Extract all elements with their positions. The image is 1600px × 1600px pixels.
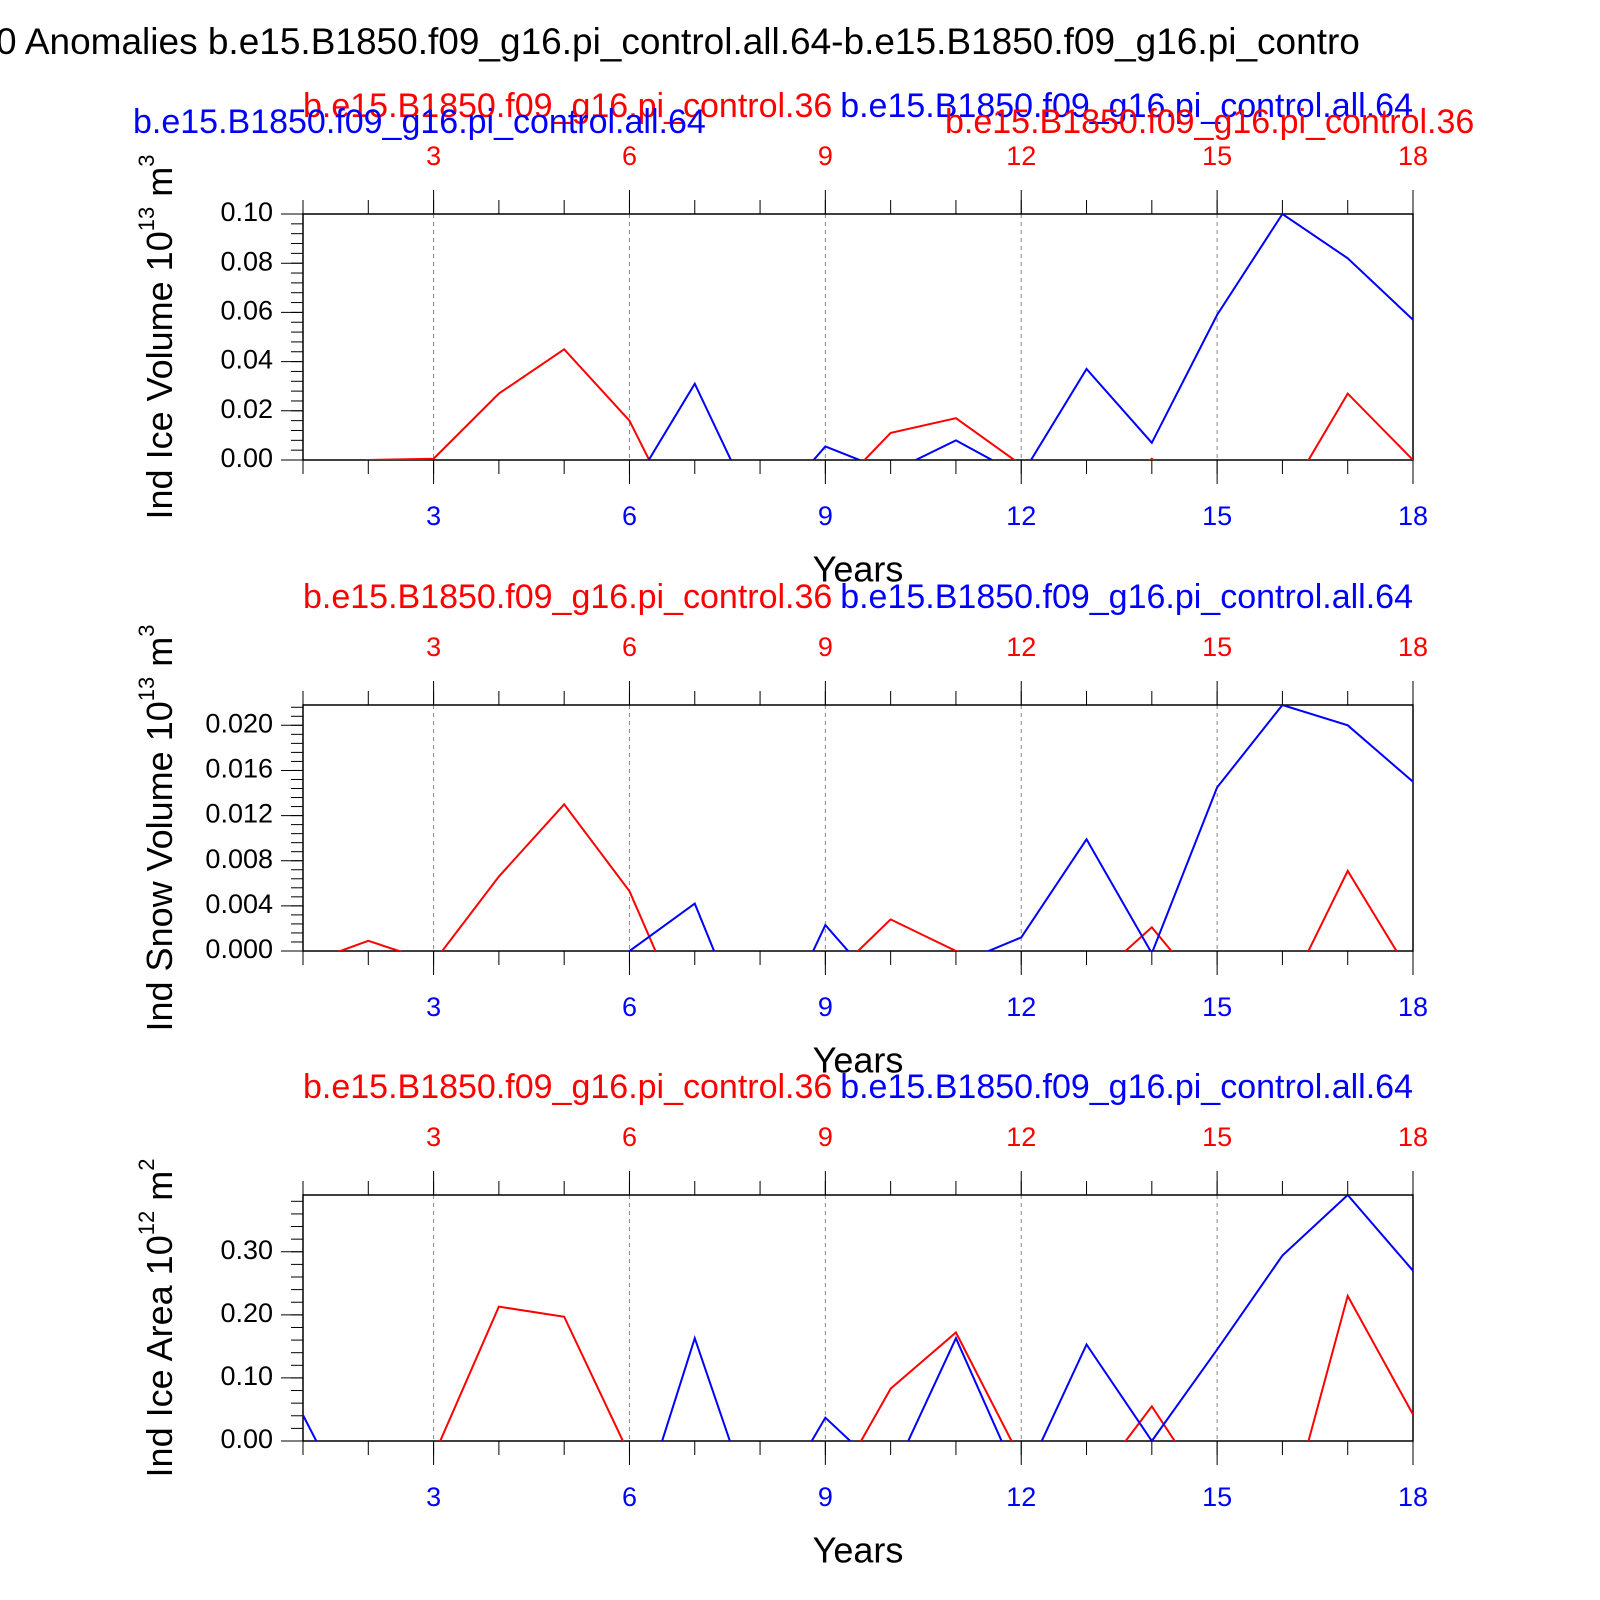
y-label-exp: 13 <box>134 677 159 701</box>
y-label-unit-exp: 2 <box>134 1159 159 1171</box>
series-line <box>365 347 1413 460</box>
y-tick-label: 0.02 <box>220 394 273 424</box>
figure-title: 0 Anomalies b.e15.B1850.f09_g16.pi_contr… <box>0 21 1360 62</box>
x-tick-label-top: 3 <box>426 632 441 662</box>
x-tick-label: 9 <box>818 501 833 531</box>
series-line <box>627 705 1413 951</box>
x-tick-label: 15 <box>1202 501 1232 531</box>
y-label-text: Ind Ice Area 10 <box>139 1235 180 1477</box>
x-tick-label-top: 12 <box>1006 1122 1036 1152</box>
x-tick-label-top: 3 <box>426 141 441 171</box>
x-tick-label-top: 15 <box>1202 632 1232 662</box>
series-label: b.e15.B1850.f09_g16.pi_control.36 <box>303 87 832 125</box>
y-label-unit: m <box>139 167 180 197</box>
x-tick-label: 6 <box>622 1482 637 1512</box>
x-tick-label-top: 6 <box>622 1122 637 1152</box>
y-tick-label: 0.20 <box>220 1298 273 1328</box>
x-tick-label-top: 18 <box>1398 141 1428 171</box>
x-tick-label-top: 18 <box>1398 1122 1428 1152</box>
y-label-exp: 12 <box>134 1211 159 1235</box>
y-tick-label: 0.004 <box>205 889 273 919</box>
y-label-text: Ind Snow Volume 10 <box>139 701 180 1031</box>
x-tick-label: 18 <box>1398 1482 1428 1512</box>
y-tick-label: 0.00 <box>220 1424 273 1454</box>
x-tick-label: 6 <box>622 501 637 531</box>
series-label: b.e15.B1850.f09_g16.pi_control.36 <box>303 578 832 616</box>
x-tick-label: 3 <box>426 501 441 531</box>
x-tick-label: 18 <box>1398 501 1428 531</box>
x-tick-label: 15 <box>1202 992 1232 1022</box>
x-tick-label-top: 3 <box>426 1122 441 1152</box>
y-label-unit: m <box>139 637 180 667</box>
series-label: b.e15.B1850.f09_g16.pi_control.all.64 <box>840 578 1413 616</box>
x-tick-label-top: 9 <box>818 1122 833 1152</box>
y-tick-label: 0.008 <box>205 844 273 874</box>
x-tick-label: 3 <box>426 992 441 1022</box>
x-tick-label-top: 12 <box>1006 141 1036 171</box>
y-label-exp: 13 <box>134 207 159 231</box>
y-tick-label: 0.012 <box>205 799 273 829</box>
x-tick-label: 12 <box>1006 501 1036 531</box>
x-tick-label-top: 6 <box>622 141 637 171</box>
plot-frame <box>302 1194 1414 1442</box>
x-axis-label: Years <box>813 1040 904 1081</box>
series-line <box>337 802 1398 951</box>
series-label: b.e15.B1850.f09_g16.pi_control.all.64 <box>840 1068 1413 1106</box>
series-label: b.e15.B1850.f09_g16.pi_control.all.64 <box>133 103 706 141</box>
series-line <box>647 214 1413 460</box>
x-tick-label-top: 15 <box>1202 141 1232 171</box>
y-tick-label: 0.10 <box>220 1361 273 1391</box>
y-axis-label: Ind Snow Volume 1013 m3 <box>134 625 180 1032</box>
x-axis-label: Years <box>813 549 904 590</box>
x-tick-label-top: 9 <box>818 632 833 662</box>
series-label: b.e15.B1850.f09_g16.pi_control.36 <box>303 1068 832 1106</box>
y-tick-label: 0.016 <box>205 754 273 784</box>
y-label-unit: m <box>139 1171 180 1201</box>
y-tick-label: 0.30 <box>220 1235 273 1265</box>
x-tick-label-top: 18 <box>1398 632 1428 662</box>
y-axis-label: Ind Ice Area 1012 m2 <box>134 1159 180 1478</box>
series-line <box>439 1293 1413 1441</box>
x-tick-label-top: 6 <box>622 632 637 662</box>
x-tick-label: 3 <box>426 1482 441 1512</box>
y-tick-label: 0.10 <box>220 197 273 227</box>
x-tick-label-top: 9 <box>818 141 833 171</box>
x-tick-label: 15 <box>1202 1482 1232 1512</box>
y-tick-label: 0.020 <box>205 708 273 738</box>
y-label-unit-exp: 3 <box>134 155 159 167</box>
y-label-unit-exp: 3 <box>134 625 159 637</box>
y-tick-label: 0.00 <box>220 443 273 473</box>
y-axis-label: Ind Ice Volume 1013 m3 <box>134 155 180 520</box>
series-label: b.e15.B1850.f09_g16.pi_control.all.64 <box>840 87 1413 125</box>
series-label: b.e15.B1850.f09_g16.pi_control.36 <box>945 103 1474 141</box>
x-tick-label: 12 <box>1006 1482 1036 1512</box>
y-tick-label: 0.04 <box>220 345 273 375</box>
x-tick-label: 12 <box>1006 992 1036 1022</box>
x-tick-label: 6 <box>622 992 637 1022</box>
y-tick-label: 0.000 <box>205 934 273 964</box>
x-tick-label: 18 <box>1398 992 1428 1022</box>
x-tick-label-top: 12 <box>1006 632 1036 662</box>
y-label-text: Ind Ice Volume 10 <box>139 231 180 519</box>
x-tick-label: 9 <box>818 992 833 1022</box>
series-line <box>303 1195 1413 1441</box>
y-tick-label: 0.08 <box>220 246 273 276</box>
y-tick-label: 0.06 <box>220 296 273 326</box>
x-tick-label-top: 15 <box>1202 1122 1232 1152</box>
x-tick-label: 9 <box>818 1482 833 1512</box>
x-axis-label: Years <box>813 1530 904 1571</box>
